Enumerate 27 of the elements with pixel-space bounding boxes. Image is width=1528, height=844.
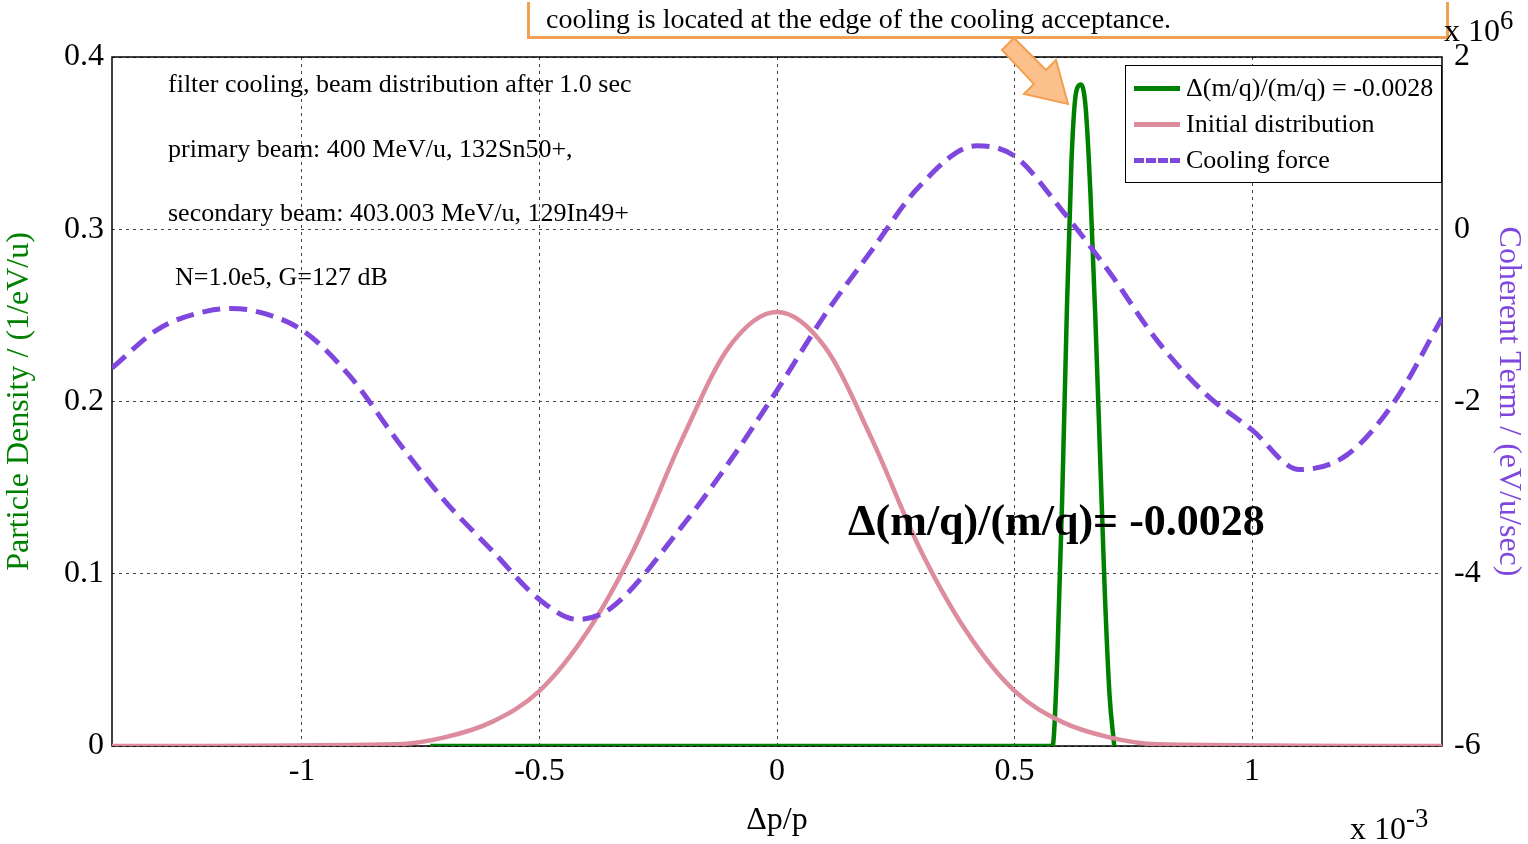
x-tick-label: 1	[1244, 750, 1260, 787]
y2-tick-label: 0	[1454, 208, 1470, 245]
annotation: N=1.0e5, G=127 dB	[175, 261, 388, 291]
y-axis-title: Particle Density / (1/eV/u)	[0, 232, 35, 571]
x-tick-label: 0.5	[994, 750, 1035, 787]
y-tick-label: 0.2	[64, 380, 104, 417]
text: x 10$^{-3}$	[1350, 802, 1429, 844]
annotation: filter cooling, beam distribution after 1.0 sec	[168, 68, 632, 98]
x-tick-label: -1	[288, 750, 316, 787]
x-axis-title: Δp/p	[746, 800, 808, 837]
legend-label: Cooling force	[1186, 145, 1330, 175]
y-tick-label: 0.3	[64, 208, 104, 245]
y2-axis-title: Coherent Term / (eV/u/sec)	[1493, 226, 1528, 577]
text: cooling is located at the edge of the cooling acceptance.	[546, 3, 1172, 34]
y2-tick-label: -2	[1454, 380, 1481, 417]
x-tick-label: -0.5	[514, 750, 565, 787]
line-series	[112, 309, 1442, 746]
annotation: secondary beam: 403.003 MeV/u, 129In49+	[168, 197, 629, 227]
y-tick-label: 0.4	[64, 36, 104, 73]
y2-tick-label: -4	[1454, 553, 1481, 590]
y2-tick-label: -6	[1454, 725, 1481, 762]
legend-label: Initial distribution	[1186, 109, 1375, 139]
legend-label: Δ(m/q)/(m/q) = -0.0028	[1186, 73, 1434, 103]
x-tick-label: 0	[769, 750, 785, 787]
y-tick-label: 0	[88, 725, 104, 762]
annotation: primary beam: 400 MeV/u, 132Sn50+,	[168, 133, 573, 163]
y-tick-label: 0.1	[64, 553, 104, 590]
